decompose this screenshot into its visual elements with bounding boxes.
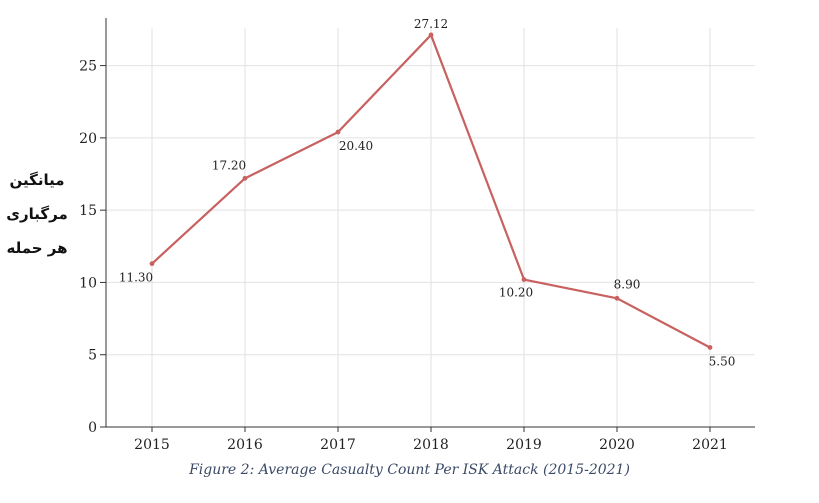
x-tick-label: 2020 bbox=[599, 437, 635, 453]
x-tick-label: 2016 bbox=[227, 437, 263, 453]
y-axis-label-line-3: هر حمله bbox=[6, 239, 68, 257]
y-tick-label: 15 bbox=[79, 203, 97, 219]
data-point bbox=[149, 261, 155, 267]
data-label: 17.20 bbox=[212, 158, 246, 172]
y-axis-label-line-2: مرگباری bbox=[6, 205, 68, 223]
data-label: 8.90 bbox=[614, 277, 641, 291]
x-tick-label: 2015 bbox=[134, 437, 170, 453]
y-tick-label: 10 bbox=[79, 275, 97, 291]
data-point bbox=[521, 277, 527, 282]
data-label: 10.20 bbox=[499, 286, 533, 300]
data-point bbox=[428, 32, 434, 38]
y-axis-label: میانگین مرگباری هر حمله bbox=[4, 163, 70, 265]
data-point bbox=[335, 129, 341, 135]
data-label: 27.12 bbox=[414, 17, 448, 31]
data-label: 20.40 bbox=[339, 139, 373, 153]
data-label: 11.30 bbox=[119, 271, 153, 285]
y-tick-label: 25 bbox=[79, 59, 97, 75]
x-tick-label: 2019 bbox=[506, 437, 542, 453]
x-tick-label: 2017 bbox=[320, 437, 356, 453]
data-label: 5.50 bbox=[709, 354, 736, 368]
data-point bbox=[707, 345, 713, 350]
y-tick-label: 20 bbox=[79, 131, 97, 147]
data-point bbox=[242, 175, 248, 181]
data-point bbox=[614, 295, 620, 301]
y-axis-label-line-1: میانگین bbox=[9, 171, 65, 189]
figure-caption: Figure 2: Average Casualty Count Per ISK… bbox=[189, 462, 630, 478]
y-tick-label: 0 bbox=[88, 420, 97, 436]
x-tick-label: 2021 bbox=[692, 437, 728, 453]
x-tick-label: 2018 bbox=[413, 437, 449, 453]
y-tick-label: 5 bbox=[88, 348, 97, 364]
